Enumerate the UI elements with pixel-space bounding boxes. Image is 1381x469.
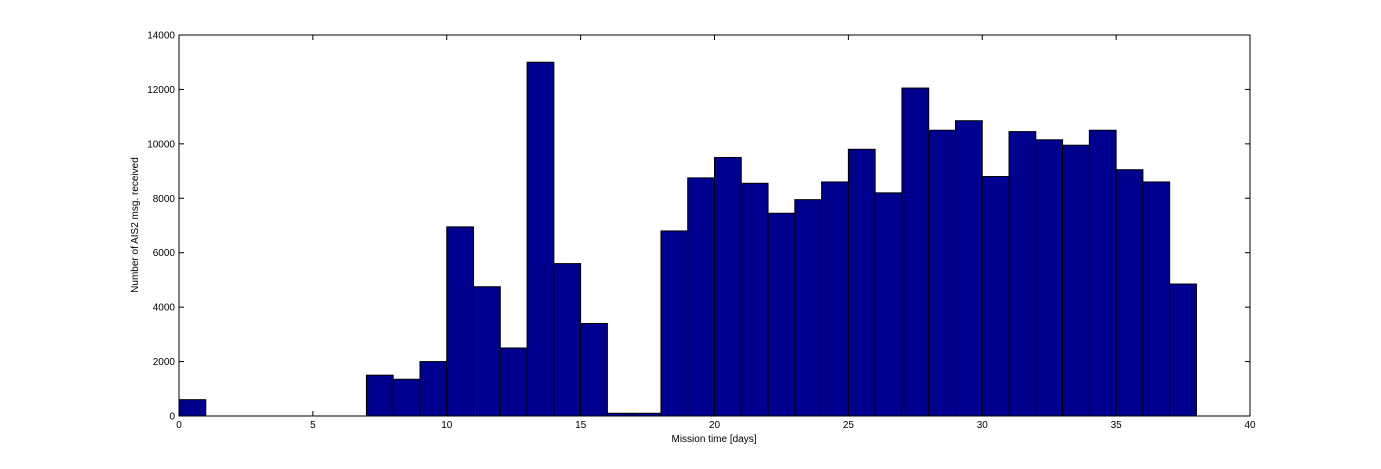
x-tick-label: 0: [176, 420, 182, 431]
bar: [178, 399, 207, 417]
bar: [767, 212, 796, 417]
bar: [714, 156, 742, 417]
bar: [526, 61, 555, 417]
x-tick-label: 20: [709, 420, 721, 431]
bar: [1035, 139, 1064, 417]
bar: [981, 176, 1010, 417]
bar: [687, 177, 715, 417]
y-tick-label: 12000: [147, 85, 175, 96]
bar: [928, 129, 956, 417]
bar: [419, 361, 448, 417]
bar: [365, 374, 394, 417]
y-tick-label: 2000: [153, 357, 176, 368]
y-tick-label: 14000: [147, 31, 175, 42]
bar: [901, 87, 930, 417]
bar: [580, 322, 608, 417]
bar: [553, 263, 582, 417]
bar: [446, 226, 475, 417]
x-axis-label: Mission time [days]: [671, 434, 756, 445]
bar: [1115, 169, 1144, 417]
bar: [847, 148, 876, 417]
x-tick-label: 15: [575, 420, 587, 431]
bar: [660, 230, 689, 417]
y-tick-label: 4000: [153, 303, 176, 314]
bar: [740, 182, 769, 417]
x-tick-label: 10: [441, 420, 453, 431]
bar: [1169, 283, 1197, 417]
bar: [1008, 131, 1037, 417]
x-tick-label: 25: [843, 420, 855, 431]
y-tick-label: 0: [169, 412, 175, 423]
y-tick-label: 10000: [147, 139, 175, 150]
bar: [1142, 181, 1171, 417]
bar: [473, 286, 501, 417]
bar: [794, 199, 823, 417]
y-tick-label: 8000: [153, 194, 176, 205]
bar: [1088, 129, 1117, 417]
x-tick-label: 5: [310, 420, 316, 431]
bar: [499, 347, 528, 417]
y-axis-label: Number of AIS2 msg. received: [130, 157, 141, 293]
bar: [1062, 144, 1090, 417]
bar: [821, 181, 849, 417]
x-tick-label: 35: [1111, 420, 1123, 431]
bar: [392, 378, 421, 417]
y-tick-label: 6000: [153, 248, 176, 259]
x-tick-label: 40: [1244, 420, 1256, 431]
x-tick-label: 30: [977, 420, 989, 431]
bar: [874, 192, 903, 417]
bar: [954, 120, 983, 417]
